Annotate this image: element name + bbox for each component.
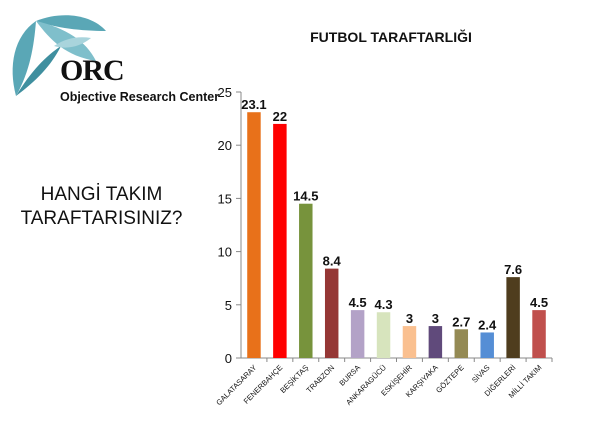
y-tick-label: 0 [225,351,232,366]
question-line-2: TARAFTARISINIZ? [20,208,183,229]
x-tick-label: GÖZTEPE [434,363,466,395]
y-tick-label: 10 [218,245,232,260]
data-label: 2.4 [478,317,497,332]
data-label: 3 [406,311,413,326]
bar [376,312,391,358]
y-tick-label: 5 [225,298,232,313]
y-tick-label: 20 [218,138,232,153]
y-tick-label: 25 [218,85,232,100]
data-label: 7.6 [504,262,522,277]
bar [532,310,546,358]
x-tick-label: SİVAS [470,363,492,385]
question-line-1: HANGİ TAKIM [40,184,163,205]
data-label: 23.1 [241,97,266,112]
bar [402,326,417,358]
data-label: 22 [273,109,287,124]
data-label: 14.5 [293,189,318,204]
bar [480,332,494,358]
bar [299,203,313,358]
logo-leaf-icon [12,15,106,96]
data-label: 4.3 [375,297,393,312]
x-tick-label: TRABZON [304,363,336,395]
bar [324,268,339,358]
bar [350,310,365,358]
data-label: 4.5 [349,295,367,310]
chart-title: FUTBOL TARAFTARLIĞI [310,28,472,45]
logo-brand: ORC [60,54,125,87]
data-label: 2.7 [452,314,470,329]
bar [273,123,287,358]
orc-logo: ORC Objective Research Center [6,6,220,106]
data-label: 4.5 [530,295,548,310]
survey-question: HANGİ TAKIM TARAFTARISINIZ? [14,183,189,231]
x-tick-label: BURSA [337,363,362,388]
bar [506,277,520,358]
bar [428,326,443,358]
data-label: 8.4 [323,254,342,269]
logo-org-name: Objective Research Center [60,90,220,104]
y-tick-label: 15 [218,191,232,206]
data-label: 3 [432,311,439,326]
bar [247,112,261,358]
bar [454,329,469,358]
